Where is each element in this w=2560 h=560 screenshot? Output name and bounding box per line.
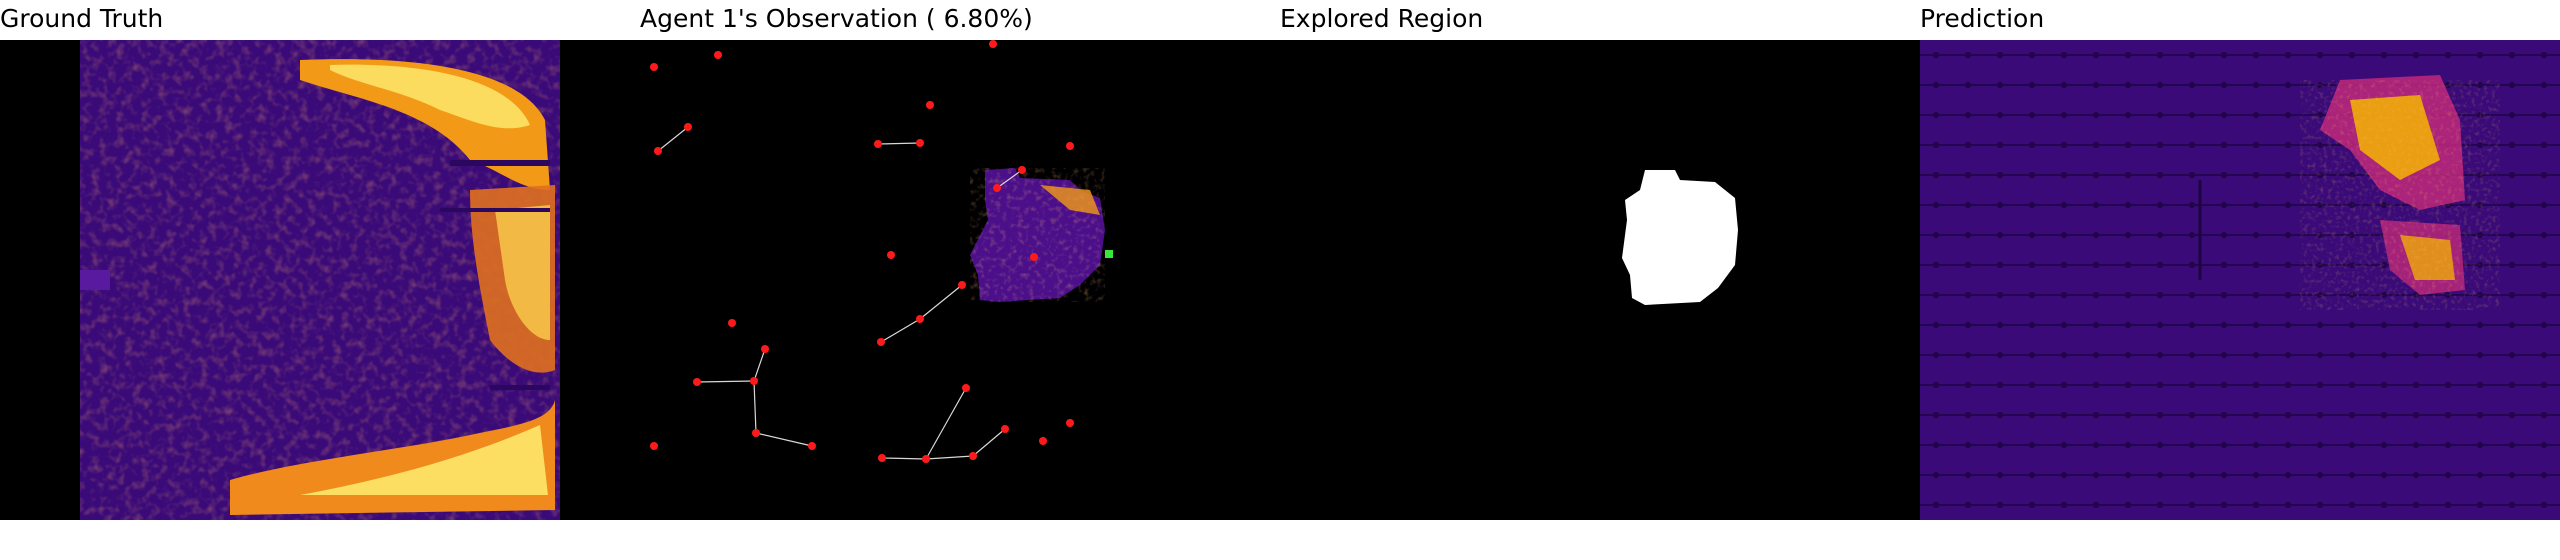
graph-edge bbox=[881, 457, 927, 460]
ground-truth-panel bbox=[0, 40, 640, 520]
graph-node bbox=[958, 281, 966, 289]
prediction-heatmap bbox=[1920, 40, 2560, 520]
graph-node bbox=[989, 40, 997, 48]
graph-node bbox=[916, 315, 924, 323]
title-prediction: Prediction bbox=[1920, 4, 2045, 33]
graph-edge bbox=[755, 432, 813, 447]
ground-truth-heatmap bbox=[0, 40, 640, 520]
title-explored-region: Explored Region bbox=[1280, 4, 1484, 33]
graph-node bbox=[728, 319, 736, 327]
explored-region-panel bbox=[1280, 40, 1920, 520]
current-agent-marker bbox=[1105, 250, 1113, 258]
graph-node bbox=[684, 123, 692, 131]
graph-node bbox=[650, 442, 658, 450]
graph-node bbox=[1066, 142, 1074, 150]
title-ground-truth: Ground Truth bbox=[0, 4, 164, 33]
graph-node bbox=[922, 455, 930, 463]
graph-node bbox=[874, 140, 882, 148]
graph-node bbox=[752, 429, 760, 437]
graph-node bbox=[1018, 166, 1026, 174]
graph-node bbox=[808, 442, 816, 450]
graph-edge bbox=[925, 387, 967, 460]
graph-node bbox=[877, 338, 885, 346]
graph-nodes bbox=[650, 40, 1074, 463]
observed-region bbox=[970, 168, 1105, 302]
predicted-hotspots bbox=[2300, 75, 2500, 310]
graph-node bbox=[1001, 425, 1009, 433]
graph-node bbox=[962, 384, 970, 392]
graph-node bbox=[878, 454, 886, 462]
prediction-panel bbox=[1920, 40, 2560, 520]
graph-edge bbox=[996, 169, 1023, 189]
graph-node bbox=[654, 147, 662, 155]
graph-node bbox=[926, 101, 934, 109]
graph-node bbox=[1039, 437, 1047, 445]
graph-node bbox=[650, 63, 658, 71]
graph-node bbox=[969, 452, 977, 460]
graph-node bbox=[693, 378, 701, 386]
graph-node bbox=[1030, 253, 1038, 261]
graph-edge bbox=[753, 348, 766, 382]
graph-edge bbox=[657, 126, 689, 152]
graph-node bbox=[916, 139, 924, 147]
graph-node bbox=[887, 251, 895, 259]
graph-node bbox=[714, 51, 722, 59]
observation-map bbox=[640, 40, 1280, 520]
graph-edge bbox=[753, 380, 757, 434]
explored-area bbox=[1622, 170, 1738, 305]
graph-edge bbox=[919, 284, 963, 320]
observation-panel bbox=[640, 40, 1280, 520]
graph-node bbox=[1066, 419, 1074, 427]
graph-node bbox=[750, 377, 758, 385]
graph-edge bbox=[877, 142, 921, 145]
graph-edge bbox=[696, 380, 755, 383]
graph-node bbox=[993, 184, 1001, 192]
graph-edge bbox=[880, 318, 921, 343]
graph-edges bbox=[657, 126, 1023, 460]
graph-edge bbox=[972, 428, 1006, 457]
graph-edge bbox=[925, 455, 974, 460]
graph-node bbox=[761, 345, 769, 353]
explored-mask bbox=[1280, 40, 1920, 520]
title-agent-observation: Agent 1's Observation ( 6.80%) bbox=[640, 4, 1033, 33]
